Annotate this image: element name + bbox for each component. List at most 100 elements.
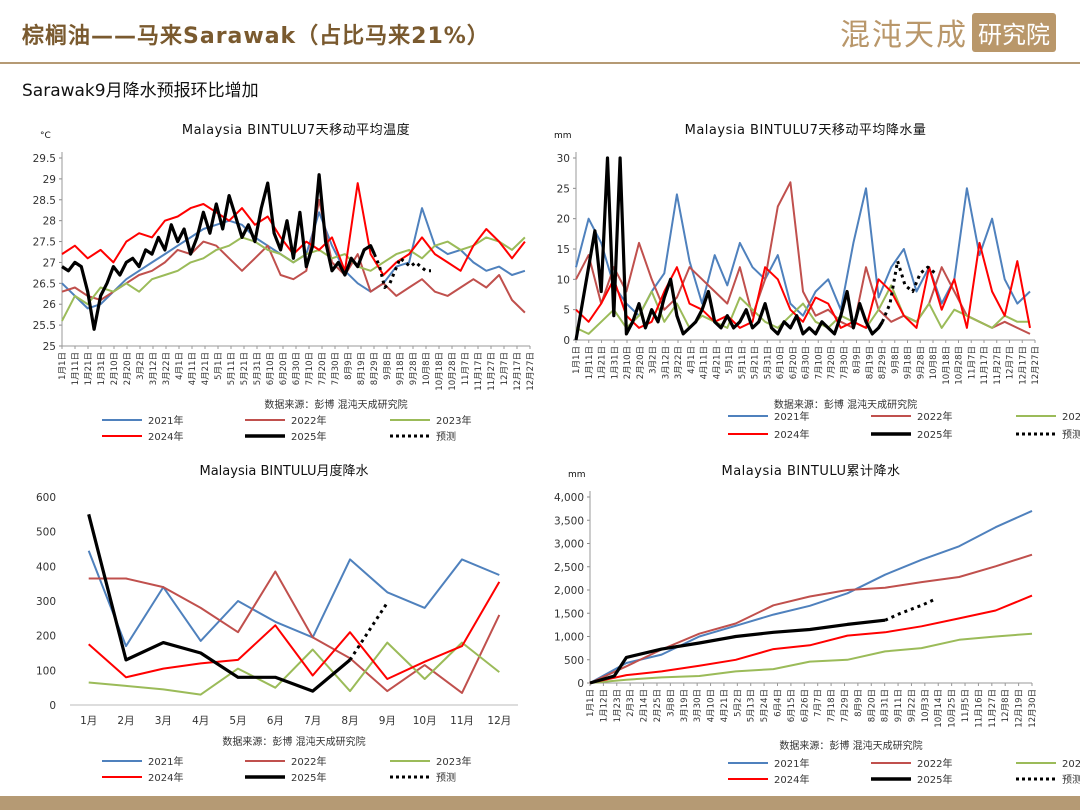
x-tick-label: 6月 [267,715,284,727]
x-tick-label: 9月8日 [891,346,901,374]
series-line-2024 [575,241,1031,329]
x-tick-label: 5月21日 [751,346,761,379]
y-axis-unit: mm [568,470,586,480]
x-tick-label: 12月27日 [1031,346,1041,385]
x-tick-label: 7月 [304,715,321,727]
x-tick-label: 6月20日 [279,352,289,385]
x-tick-label: 9月28日 [409,352,419,385]
x-tick-label: 6月4日 [774,689,784,717]
y-tick-label: 500 [564,655,584,667]
x-tick-label: 11月17日 [474,352,484,391]
logo-box: 研究院 [972,12,1056,52]
x-tick-label: 8月29日 [878,346,888,379]
y-tick-label: 28.5 [33,195,56,207]
series-line-2023 [61,236,526,322]
cumulative-rain-chart: Malaysia BINTULU累计降水 mm 0 500 1,000 1,500 2,00… [554,464,1080,786]
x-tick-label: 11月27日 [487,352,497,391]
x-tick-label: 9月22日 [907,689,917,722]
x-tick-label: 5月11日 [738,346,748,379]
x-tick-label: 12月19日 [1015,689,1025,728]
y-tick-label: 600 [36,492,56,504]
x-tick-label: 7月20日 [827,346,837,379]
legend-label: 2025年 [291,430,326,443]
chart-title: Malaysia BINTULU累计降水 [722,464,901,479]
legend-label: 2022年 [917,410,952,423]
x-tick-label: 3月 [155,715,172,727]
legend-label: 2023年 [1062,410,1080,423]
x-tick-label: 2月10日 [623,346,633,379]
y-tick-label: 4,000 [554,492,584,504]
x-tick-label: 1月1日 [572,346,582,374]
chart-title: Malaysia BINTULU7天移动平均降水量 [685,123,927,138]
data-source: 数据来源：彭博 混沌天成研究院 [774,398,917,411]
x-tick-label: 2月25日 [653,689,663,722]
legend-label: 2025年 [917,773,952,786]
x-tick-label: 4月21日 [720,689,730,722]
y-tick-label: 0 [577,678,584,690]
legend-label: 2024年 [148,430,183,443]
series-line-2022 [575,181,1031,335]
x-tick-label: 8月9日 [854,689,864,717]
x-tick-label: 6月30日 [292,352,302,385]
y-tick-label: 100 [36,665,56,677]
x-tick-label: 3月22日 [674,346,684,379]
y-tick-label: 1,500 [554,608,584,620]
legend-label: 2021年 [774,757,809,770]
x-tick-label: 1月11日 [585,346,595,379]
x-tick-label: 10月14日 [934,689,944,728]
x-tick-label: 8月29日 [370,352,380,385]
y-tick-label: 27.5 [33,237,56,249]
data-source: 数据来源：彭博 混沌天成研究院 [264,398,407,411]
x-tick-label: 1月23日 [613,689,623,722]
series-line-2021 [87,550,500,648]
legend-label: 2024年 [774,773,809,786]
legend-label: 2023年 [1062,757,1080,770]
x-tick-label: 3月2日 [649,346,659,374]
x-tick-label: 1月12日 [599,689,609,722]
x-tick-label: 11月7日 [967,346,977,379]
y-tick-label: 25 [557,183,570,195]
x-tick-label: 6月30日 [802,346,812,379]
data-source: 数据来源：彭博 混沌天成研究院 [779,739,922,752]
y-tick-label: 3,500 [554,515,584,527]
legend-label: 2022年 [291,414,326,427]
y-tick-label: 30 [557,153,570,165]
x-tick-label: 1月1日 [586,689,596,717]
x-tick-label: 7月10日 [814,346,824,379]
x-tick-label: 12月17日 [1018,346,1028,385]
x-tick-label: 9月8日 [383,352,393,380]
x-tick-label: 5月1日 [725,346,735,374]
x-tick-label: 11月17日 [980,346,990,385]
series-line-2022 [88,570,501,694]
x-tick-label: 12月7日 [500,352,510,385]
series-line-forecast [373,253,431,289]
y-tick-label: 10 [557,274,570,286]
y-tick-label: 400 [36,561,56,573]
x-tick-label: 7月30日 [331,352,341,385]
x-tick-label: 9月11日 [894,689,904,722]
x-tick-label: 1月21日 [84,352,94,385]
x-tick-label: 3月12日 [149,352,159,385]
y-tick-label: 2,500 [554,562,584,574]
x-tick-label: 1月 [80,715,97,727]
chart-panel-monthly: Malaysia BINTULU月度降水 0 100 200 300 400 500 600 1… [0,455,540,795]
legend-label: 预测 [1062,773,1080,786]
x-tick-label: 7月30日 [840,346,850,379]
x-tick-label: 2月20日 [636,346,646,379]
x-tick-label: 4月10日 [707,689,717,722]
y-tick-label: 15 [557,244,570,256]
rain7-chart: Malaysia BINTULU7天移动平均降水量 mm 0 5 10 15 20 25 30 1… [554,123,1080,441]
x-tick-label: 5月31日 [253,352,263,385]
x-tick-label: 5月24日 [760,689,770,722]
x-tick-label: 7月10日 [305,352,315,385]
x-tick-label: 2月3日 [626,689,636,717]
x-tick-label: 2月 [117,715,134,727]
data-source: 数据来源：彭博 混沌天成研究院 [222,735,365,748]
y-tick-label: 27 [43,257,56,269]
x-tick-label: 5月31日 [763,346,773,379]
x-tick-label: 1月21日 [598,346,608,379]
legend-label: 预测 [436,771,456,784]
x-tick-label: 12月8日 [1001,689,1011,722]
y-tick-label: 0 [563,335,570,347]
legend-label: 2025年 [917,428,952,441]
